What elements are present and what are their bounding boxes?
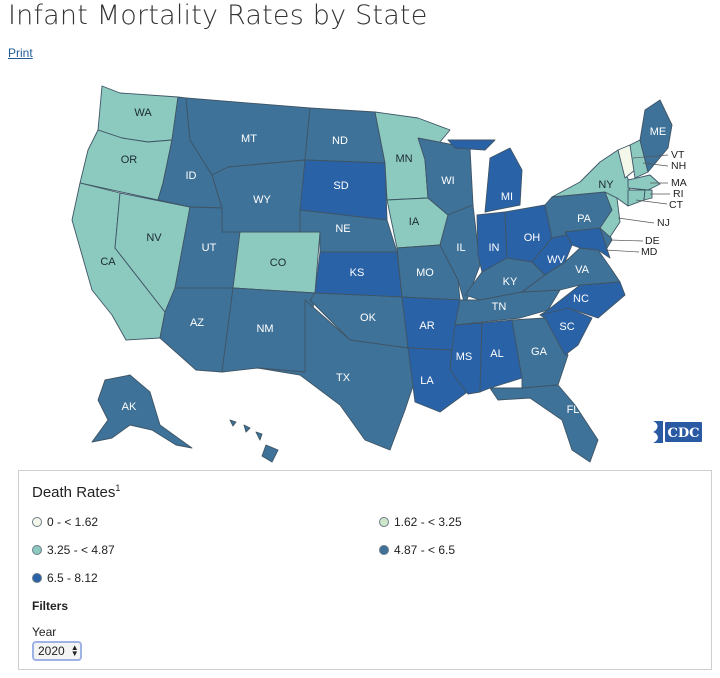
select-arrows-icon: ▲ ▼ [70, 643, 79, 658]
legend-footnote: 1 [115, 483, 121, 493]
page-title: Infant Mortality Rates by State [8, 0, 428, 31]
label-ID: ID [186, 170, 197, 182]
legend-panel: Death Rates1 0 - < 1.62 1.62 - < 3.25 3.… [18, 470, 712, 670]
label-TX: TX [336, 372, 351, 384]
label-MI: MI [501, 191, 513, 203]
label-PA: PA [577, 213, 592, 225]
legend-label: 1.62 - < 3.25 [394, 515, 462, 529]
label-AZ: AZ [190, 317, 204, 329]
label-LA: LA [420, 375, 434, 387]
state-MA[interactable] [627, 174, 661, 191]
legend-swatch [379, 517, 389, 527]
legend-swatch [32, 573, 42, 583]
label-IA: IA [409, 216, 420, 228]
year-select-value: 2020 [38, 644, 65, 658]
label-GA: GA [531, 346, 548, 358]
label-MT: MT [241, 133, 257, 145]
label-NJ: NJ [657, 217, 670, 229]
label-AR: AR [419, 320, 434, 332]
state-ME[interactable] [639, 99, 673, 173]
year-select[interactable]: 2020 ▲ ▼ [32, 641, 82, 661]
state-TX[interactable] [257, 299, 416, 451]
label-OK: OK [360, 312, 377, 324]
cdc-logo-text: CDC [668, 426, 700, 441]
legend-item-bin3: 3.25 - < 4.87 [32, 543, 115, 557]
legend-label: 0 - < 1.62 [47, 515, 99, 529]
legend-swatch [32, 545, 42, 555]
state-AZ[interactable] [159, 287, 234, 373]
print-link[interactable]: Print [8, 46, 33, 60]
label-NE: NE [335, 223, 350, 235]
label-SC: SC [559, 321, 574, 333]
state-MO[interactable] [396, 244, 461, 301]
state-MI[interactable] [447, 139, 523, 213]
label-MA: MA [671, 177, 687, 189]
cdc-logo: CDC [650, 418, 704, 446]
legend-item-bin5: 6.5 - 8.12 [32, 571, 98, 585]
state-AL[interactable] [479, 319, 523, 393]
label-RI: RI [673, 188, 684, 200]
legend-label: 6.5 - 8.12 [47, 571, 98, 585]
year-label: Year [32, 625, 57, 639]
label-KS: KS [350, 267, 365, 279]
label-WI: WI [441, 175, 454, 187]
legend-item-bin1: 0 - < 1.62 [32, 515, 98, 529]
label-ND: ND [332, 135, 348, 147]
label-MD: MD [641, 246, 658, 258]
label-NY: NY [598, 179, 614, 191]
label-KY: KY [503, 276, 518, 288]
state-FL[interactable] [489, 384, 599, 463]
label-OH: OH [524, 232, 541, 244]
state-HI[interactable] [229, 419, 279, 463]
label-CO: CO [270, 257, 287, 269]
us-map: WA OR CA NV ID MT WY UT AZ CO NM ND SD N… [0, 60, 720, 470]
label-IL: IL [456, 242, 465, 254]
legend-label: 3.25 - < 4.87 [47, 543, 115, 557]
label-TN: TN [492, 301, 507, 313]
state-RI[interactable] [643, 189, 653, 201]
filters-heading: Filters [32, 599, 69, 613]
label-MO: MO [416, 267, 434, 279]
state-CT[interactable] [627, 189, 646, 207]
label-OR: OR [121, 154, 138, 166]
label-CA: CA [100, 256, 116, 268]
label-SD: SD [333, 180, 348, 192]
label-NM: NM [256, 323, 273, 335]
legend-label: 4.87 - < 6.5 [394, 543, 456, 557]
legend-item-bin2: 1.62 - < 3.25 [379, 515, 462, 529]
label-WA: WA [134, 107, 152, 119]
label-AK: AK [122, 401, 137, 413]
legend-swatch [32, 517, 42, 527]
legend-title: Death Rates1 [32, 483, 121, 501]
legend-item-bin4: 4.87 - < 6.5 [379, 543, 455, 557]
legend-swatch [379, 545, 389, 555]
label-WY: WY [253, 194, 271, 206]
label-VA: VA [575, 264, 590, 276]
label-NC: NC [573, 293, 589, 305]
label-ME: ME [650, 126, 667, 138]
label-MS: MS [456, 351, 473, 363]
label-VT: VT [671, 149, 685, 161]
state-VA[interactable] [521, 247, 621, 293]
label-NH: NH [671, 160, 686, 172]
label-WV: WV [547, 254, 565, 266]
label-IN: IN [489, 242, 500, 254]
label-DE: DE [645, 235, 660, 247]
state-AK[interactable] [91, 374, 193, 449]
label-AL: AL [490, 348, 503, 360]
label-NV: NV [146, 232, 162, 244]
label-MN: MN [395, 153, 412, 165]
label-CT: CT [669, 199, 684, 211]
label-FL: FL [567, 404, 580, 416]
label-UT: UT [202, 242, 217, 254]
